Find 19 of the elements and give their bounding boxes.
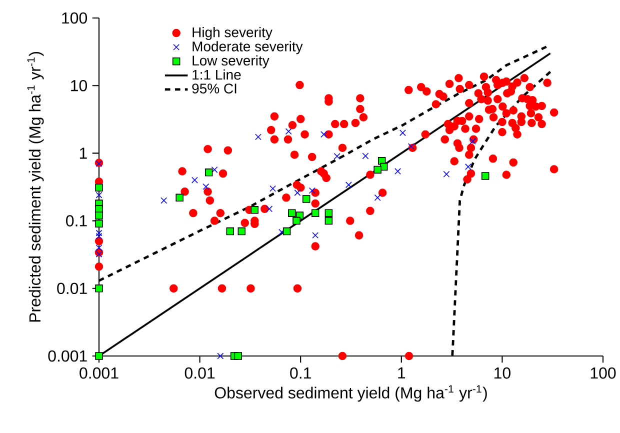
legend-label: 1:1 Line	[192, 69, 241, 80]
y-tick-label: 0.01	[57, 282, 87, 294]
legend-label: Moderate severity	[192, 41, 303, 54]
x-tick-label: 0.001	[80, 367, 118, 379]
legend-label: High severity	[192, 26, 272, 40]
legend-label: Low severity	[192, 55, 270, 68]
x-axis-title: Observed sediment yield (Mg ha$^{-1}$ yr$^{-1}$)	[214, 385, 487, 402]
y-tick-label: 0.1	[66, 215, 87, 226]
legend-label: 95% CI	[192, 84, 236, 94]
x-tick-label: 0.1	[290, 367, 311, 379]
y-tick-label: 0.001	[48, 350, 87, 362]
x-tick-label: 10	[494, 367, 510, 379]
y-axis-title: Predicted sediment yield (Mg ha$^{-1}$ yr$^{-1}$)	[27, 52, 44, 322]
y-tick-label: 10	[71, 80, 88, 92]
y-tick-label: 100	[62, 12, 88, 24]
x-tick-label: 0.01	[184, 367, 215, 379]
x-tick-label: 100	[590, 367, 616, 379]
y-tick-label: 1	[80, 148, 87, 159]
x-tick-label: 1	[398, 367, 406, 378]
